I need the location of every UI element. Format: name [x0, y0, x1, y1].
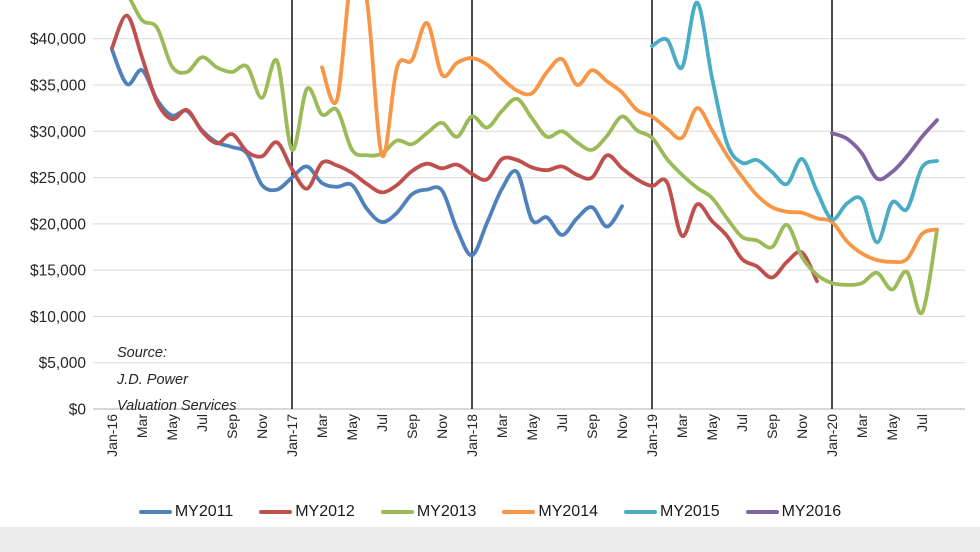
y-axis-tick-label: $5,000 [39, 355, 87, 372]
legend-item-my2015: MY2015 [624, 503, 720, 521]
bottom-gutter [0, 527, 980, 552]
x-axis-tick-label: Sep [584, 414, 600, 439]
legend-label: MY2016 [781, 503, 842, 520]
x-axis-tick-label: Mar [314, 414, 330, 438]
x-axis-tick-label: Mar [494, 414, 510, 438]
x-axis-tick-label: May [164, 414, 180, 440]
legend-swatch-icon [502, 509, 536, 515]
source-note-line: Source: [117, 345, 167, 361]
y-axis-tick-label: $25,000 [30, 170, 86, 187]
legend-label: MY2015 [660, 503, 720, 520]
source-note-line: J.D. Power [117, 371, 188, 388]
y-axis-tick-label: $35,000 [30, 77, 86, 94]
y-axis-tick-label: $40,000 [30, 31, 86, 48]
legend-swatch-icon [259, 509, 293, 515]
x-axis-tick-label: May [524, 414, 540, 440]
y-axis-tick-label: $10,000 [30, 309, 86, 326]
x-axis-tick-label: Jan-19 [644, 414, 660, 457]
x-axis-tick-label: Jan-20 [824, 414, 840, 457]
legend-label: MY2014 [538, 503, 598, 520]
legend-swatch-icon [380, 509, 414, 515]
x-axis-tick-label: Jul [554, 414, 570, 432]
x-axis-tick-label: Nov [614, 414, 630, 439]
x-axis-tick-label: May [704, 414, 720, 440]
x-axis-tick-label: Mar [854, 414, 870, 438]
x-axis-tick-label: Jul [914, 414, 930, 432]
x-axis-tick-label: Sep [224, 414, 240, 439]
legend-item-my2013: MY2013 [380, 503, 477, 521]
x-axis-tick-label: Sep [764, 414, 780, 439]
legend-swatch-icon [138, 509, 172, 515]
x-axis-tick-label: Jan-18 [464, 414, 480, 457]
x-axis-tick-label: Jul [374, 414, 390, 432]
series-line-my2013 [128, 0, 939, 316]
legend-swatch-icon [745, 509, 779, 515]
source-note: Source: J.D. Power Valuation Services [117, 340, 237, 420]
legend-label: MY2012 [295, 503, 355, 520]
x-axis-tick-label: Mar [674, 414, 690, 438]
x-axis-tick-label: Mar [134, 414, 150, 438]
x-axis-tick-label: Nov [254, 414, 270, 439]
series-line-my2011 [110, 47, 624, 258]
x-axis-tick-label: Nov [434, 414, 450, 439]
x-axis-tick-label: Jul [194, 414, 210, 432]
y-axis-tick-label: $20,000 [30, 216, 86, 233]
x-axis-tick-label: Jul [734, 414, 750, 432]
legend-item-my2011: MY2011 [138, 503, 234, 521]
x-axis-tick-label: May [344, 414, 360, 440]
y-axis-tick-label: $15,000 [30, 263, 86, 280]
x-axis-tick-label: Sep [404, 414, 420, 439]
legend-item-my2012: MY2012 [259, 503, 355, 521]
chart-legend: MY2011 MY2012 MY2013 MY2014 MY2015 MY2016 [0, 498, 980, 526]
legend-item-my2016: MY2016 [745, 503, 842, 521]
x-axis-tick-label: Jan-16 [104, 414, 120, 457]
x-axis-tick-label: May [884, 414, 900, 440]
series-line-my2012 [110, 13, 819, 284]
series-line-my2016 [830, 118, 939, 182]
y-axis-tick-label: $30,000 [30, 124, 86, 141]
x-axis-tick-label: Nov [794, 414, 810, 439]
series-line-my2014 [320, 0, 939, 265]
x-axis-tick-label: Jan-17 [284, 414, 300, 457]
legend-swatch-icon [624, 509, 657, 515]
legend-label: MY2013 [416, 503, 477, 520]
legend-label: MY2011 [174, 503, 234, 520]
y-axis-tick-label: $0 [69, 402, 87, 419]
series-line-my2015 [650, 0, 939, 245]
source-note-line: Valuation Services [117, 398, 237, 414]
legend-item-my2014: MY2014 [502, 503, 598, 521]
